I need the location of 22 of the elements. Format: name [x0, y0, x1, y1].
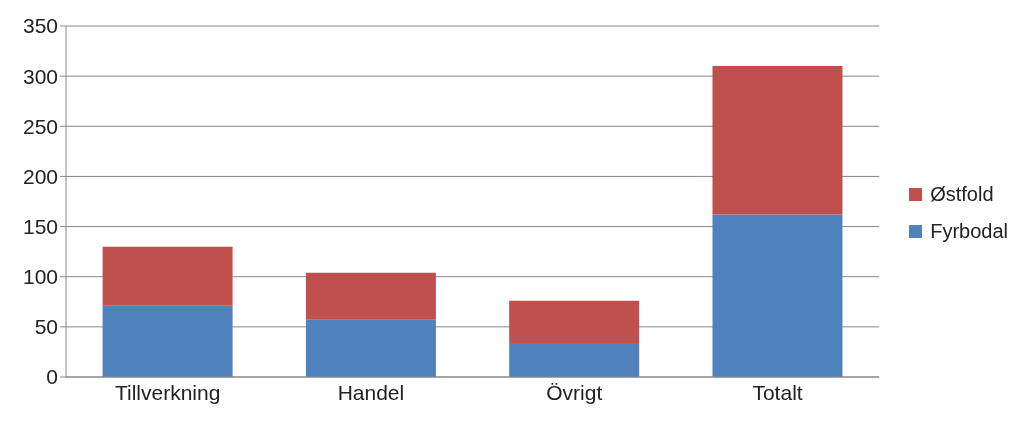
bar: [509, 342, 640, 377]
bar: [305, 319, 436, 377]
y-tick-label: 350: [22, 14, 58, 38]
bar: [509, 300, 640, 343]
legend-label: Østfold: [930, 182, 994, 206]
bar: [102, 305, 233, 377]
x-tick-label: Totalt: [752, 380, 803, 404]
bar: [102, 246, 233, 306]
bar: [712, 66, 843, 215]
x-tick-label: Tillverkning: [114, 380, 221, 404]
y-tick-label: 250: [22, 114, 58, 138]
y-tick-label: 150: [22, 215, 58, 239]
bar: [712, 214, 843, 377]
legend-label: Fyrbodal: [930, 219, 1008, 243]
y-tick-label: 100: [22, 265, 58, 289]
y-tick-label: 200: [22, 164, 58, 188]
x-tick-label: Handel: [337, 380, 405, 404]
x-tick-label: Övrigt: [546, 380, 603, 404]
y-tick-label: 300: [22, 64, 58, 88]
y-tick-label: 0: [46, 365, 58, 389]
y-tick-label: 50: [34, 315, 58, 339]
bar: [305, 272, 436, 320]
